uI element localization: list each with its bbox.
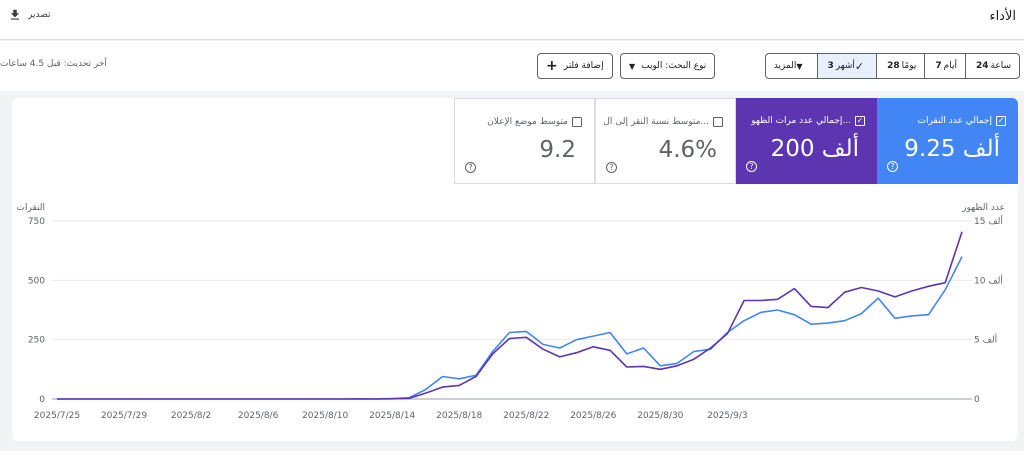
x-tick-label: 2025/8/2 xyxy=(171,411,211,421)
metric-total-clicks[interactable]: إجمالي عدد النقرات ✓ 9.25 ألف ? xyxy=(877,98,1018,184)
checkbox-empty-icon[interactable] xyxy=(713,117,723,127)
range-more[interactable]: المزيد ▼ xyxy=(773,61,803,71)
last-update-text: آخر تحديث: قبل 4.5 ساعات xyxy=(0,59,107,69)
help-icon[interactable]: ? xyxy=(606,162,617,173)
right-tick-label: 15 ألف xyxy=(974,215,1003,227)
metric-label: إجمالي عدد النقرات xyxy=(917,116,992,126)
caret-down-icon: ▼ xyxy=(796,61,803,71)
add-filter-label: إضافة فلتر xyxy=(563,61,604,71)
performance-card: إجمالي عدد النقرات ✓ 9.25 ألف ? إجمالي عد… xyxy=(12,98,1018,441)
x-tick-label: 2025/7/29 xyxy=(101,411,147,421)
help-icon[interactable]: ? xyxy=(746,161,757,172)
help-icon[interactable]: ? xyxy=(465,162,476,173)
right-tick-label: 5 ألف xyxy=(974,334,997,346)
download-icon xyxy=(10,9,20,20)
search-type-dropdown[interactable]: ▼ نوع البحث: الويب xyxy=(620,53,716,79)
metric-label: متوسط موضع الإعلان xyxy=(487,117,568,127)
checkbox-checked-icon[interactable]: ✓ xyxy=(855,116,865,126)
date-range-selector: 24 ساعة 7 أيام 28 يومًا 3 أشهر ✓ المزيد ▼ xyxy=(764,53,1020,79)
range-28-days[interactable]: 28 يومًا xyxy=(876,54,924,78)
search-type-label: نوع البحث: الويب xyxy=(641,61,707,71)
x-tick-label: 2025/9/3 xyxy=(707,411,747,421)
metric-value: 4.6% xyxy=(658,137,717,163)
x-tick-label: 2025/8/22 xyxy=(503,411,549,421)
metric-label: إجمالي عدد مرات الظهو... xyxy=(751,116,851,126)
top-bar: الأداء تصدير xyxy=(0,0,1024,40)
left-tick-label: 250 xyxy=(28,336,45,346)
export-label: تصدير xyxy=(28,10,51,20)
x-tick-label: 2025/8/30 xyxy=(637,411,683,421)
metric-value: 200 ألف xyxy=(770,136,859,162)
left-axis-label: النقرات xyxy=(17,203,45,213)
range-3-months[interactable]: 3 أشهر ✓ xyxy=(816,54,877,78)
impressions-series-line xyxy=(57,231,963,400)
x-tick-label: 2025/8/10 xyxy=(302,411,348,421)
page-title: الأداء xyxy=(989,9,1016,24)
checkbox-empty-icon[interactable] xyxy=(572,117,582,127)
add-filter-button[interactable]: + إضافة فلتر xyxy=(537,53,613,79)
metric-value: 9.2 xyxy=(539,137,576,163)
metric-average-position[interactable]: متوسط موضع الإعلان 9.2 ? xyxy=(454,98,595,184)
range-7-days[interactable]: 7 أيام xyxy=(924,54,965,78)
x-tick-label: 2025/7/25 xyxy=(34,411,80,421)
metric-average-ctr[interactable]: متوسط نسبة النقر إلى ال... 4.6% ? xyxy=(595,98,736,184)
right-tick-label: 0 xyxy=(974,395,980,405)
right-tick-label: 10 ألف xyxy=(974,274,1003,286)
help-icon[interactable]: ? xyxy=(887,161,898,172)
left-tick-label: 500 xyxy=(28,276,45,286)
right-axis-label: عدد الظهور xyxy=(961,203,1005,213)
export-button[interactable]: تصدير xyxy=(8,8,51,22)
x-tick-label: 2025/8/14 xyxy=(369,411,415,421)
checkbox-checked-icon[interactable]: ✓ xyxy=(996,116,1006,126)
plus-icon: + xyxy=(546,58,558,74)
left-tick-label: 750 xyxy=(28,217,45,227)
metric-total-impressions[interactable]: إجمالي عدد مرات الظهو... ✓ 200 ألف ? xyxy=(736,98,877,184)
x-tick-label: 2025/8/26 xyxy=(570,411,616,421)
caret-down-icon: ▼ xyxy=(629,61,636,71)
left-tick-label: 0 xyxy=(39,395,45,405)
range-24-hours[interactable]: 24 ساعة xyxy=(964,54,1019,78)
check-icon: ✓ xyxy=(854,59,865,73)
metric-label: متوسط نسبة النقر إلى ال... xyxy=(603,117,709,127)
x-tick-label: 2025/8/18 xyxy=(436,411,482,421)
clicks-series-line xyxy=(57,256,963,400)
x-tick-label: 2025/8/6 xyxy=(238,411,279,421)
metric-value: 9.25 ألف xyxy=(904,136,1000,162)
filter-bar: 24 ساعة 7 أيام 28 يومًا 3 أشهر ✓ المزيد ▼ ▼ نو… xyxy=(0,41,1024,91)
performance-chart: 0 0 250 5 ألف 500 10 ألف 750 15 ألف النقرات عدد ا… xyxy=(17,203,1005,421)
